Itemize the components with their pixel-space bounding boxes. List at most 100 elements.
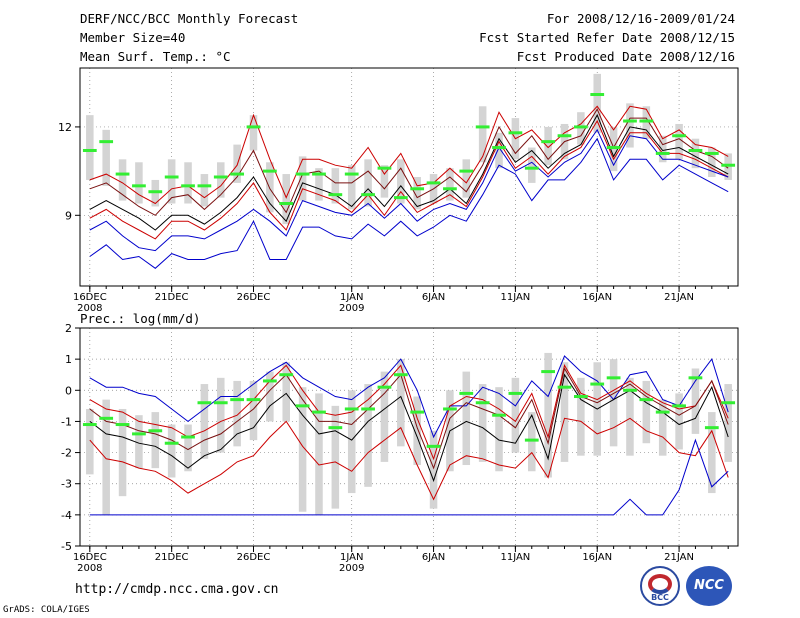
temp-xtick-label: 16DEC (73, 292, 107, 303)
prec-ensemble-box (478, 384, 487, 462)
prec-median-mark (99, 416, 114, 420)
prec-xtick-label: 16DEC (73, 552, 107, 563)
temp-median-mark (475, 125, 490, 129)
prec-median-mark (279, 373, 294, 377)
prec-median-mark (361, 407, 375, 411)
prec-ytick-label: -2 (61, 447, 72, 460)
prec-ensemble-box (511, 377, 520, 453)
prec-median-mark (475, 401, 490, 405)
temp-median-mark (328, 193, 343, 197)
temp-median-mark (459, 169, 474, 173)
forecast-period: For 2008/12/16-2009/01/24 (546, 11, 735, 26)
prec-median-mark (181, 435, 195, 439)
prec-xtick-label: 26DEC (237, 552, 271, 563)
prec-ensemble-box (282, 362, 291, 422)
temp-median-mark (639, 119, 654, 123)
temp-frame (79, 67, 739, 287)
temp-ensemble-box (102, 129, 110, 186)
prec-ensemble-box (184, 424, 192, 472)
prec-ensemble-box (380, 371, 389, 462)
prec-ensemble-box (266, 371, 274, 422)
member-size-label: Member Size=40 (80, 30, 186, 45)
temp-xtick-label: 21JAN (664, 292, 694, 303)
prec-ensemble-box (86, 408, 94, 475)
temp-median-mark (655, 151, 670, 155)
temp-ensemble-box (315, 168, 323, 201)
prec-xtick-label: 6JAN (422, 552, 445, 563)
prec-ensemble-box (691, 368, 700, 434)
temp-xtick-label: 26DEC (237, 292, 271, 303)
prec-median-mark (312, 410, 326, 414)
temp-median-mark (181, 184, 195, 188)
prec-ensemble-box (642, 380, 651, 444)
bcc-logo: BCC (640, 566, 680, 606)
temp-median-mark (393, 196, 408, 200)
temp-ytick-label: 9 (65, 209, 72, 222)
temp-median-mark (295, 172, 310, 176)
prec-p75-line (89, 367, 729, 470)
bcc-swirl-icon (648, 574, 672, 594)
temp-max-line (89, 137, 729, 269)
temp-ensemble-box (200, 174, 209, 207)
temp-ensemble-box (380, 165, 389, 198)
temp-mean-line (89, 113, 729, 231)
prec-median-mark (230, 398, 245, 402)
temp-median-mark (672, 134, 686, 138)
temp-ensemble-box (282, 174, 291, 225)
source-url-link[interactable]: http://cmdp.ncc.cma.gov.cn (75, 582, 279, 597)
temp-median-mark (688, 148, 703, 152)
prec-ensemble-box (233, 380, 241, 447)
temp-median-mark (312, 172, 326, 176)
temp-ensemble-box (249, 115, 258, 151)
prec-median-mark (328, 426, 343, 430)
prec-median-mark (213, 401, 228, 405)
prec-median-mark (721, 401, 736, 405)
prec-median-mark (508, 391, 523, 395)
temp-ensemble-box (413, 177, 421, 210)
prec-median-mark (672, 404, 686, 408)
temperature-panel: 9 12 16DEC 21DEC 26DEC 1JAN 6JAN 11JAN 16JAN 21JA… (58, 67, 739, 314)
temp-ensemble-box (544, 126, 552, 166)
temp-median-mark (426, 181, 441, 185)
prec-ensemble-box (118, 408, 127, 497)
prec-ensemble-box (577, 377, 585, 456)
prec-ensemble-box (609, 359, 618, 447)
prec-median-mark (164, 441, 179, 445)
prec-median-mark (443, 407, 457, 411)
prec-ensemble-box (495, 387, 503, 472)
temp-xtick-label: 11JAN (500, 292, 530, 303)
temp-ensemble-box (708, 147, 716, 177)
temp-ensemble-box (347, 165, 356, 210)
forecast-title: DERF/NCC/BCC Monthly Forecast (80, 11, 299, 26)
temp-median-mark (590, 93, 605, 97)
prec-median-mark (197, 401, 212, 405)
prec-ytick-label: -4 (61, 509, 72, 522)
prec-ytick-label: 1 (65, 353, 72, 366)
temp-median-mark (82, 148, 97, 152)
prec-median-mark (623, 388, 637, 392)
temp-ensemble-box (331, 168, 340, 204)
temp-median-mark (148, 190, 163, 194)
prec-median-mark (377, 385, 392, 389)
temp-xtick-label: 1JAN (340, 292, 363, 303)
temp-ensemble-box (266, 162, 274, 213)
prec-ytick-label: 0 (65, 384, 72, 397)
prec-ensemble-box (217, 377, 225, 453)
temp-ensemble-box (397, 159, 405, 204)
temp-median-mark (541, 140, 556, 144)
prec-xtick-label: 21DEC (155, 552, 189, 563)
prec-median-mark (688, 376, 703, 380)
temp-median-mark (704, 151, 719, 155)
prec-xtick-label: 16JAN (582, 552, 612, 563)
temp-ensemble-box (86, 115, 94, 180)
prec-median-mark (541, 370, 556, 374)
temp-ensemble-box (675, 123, 683, 160)
temp-ensemble-box (135, 162, 143, 204)
prec-median-mark (606, 376, 621, 380)
temp-ytick-label: 12 (58, 121, 72, 134)
prec-median-mark (590, 382, 605, 386)
prec-ensemble-box (315, 393, 323, 515)
temp-ensemble-box (184, 162, 192, 204)
prec-ensemble-box (331, 405, 340, 509)
prec-p90-line (89, 364, 729, 461)
